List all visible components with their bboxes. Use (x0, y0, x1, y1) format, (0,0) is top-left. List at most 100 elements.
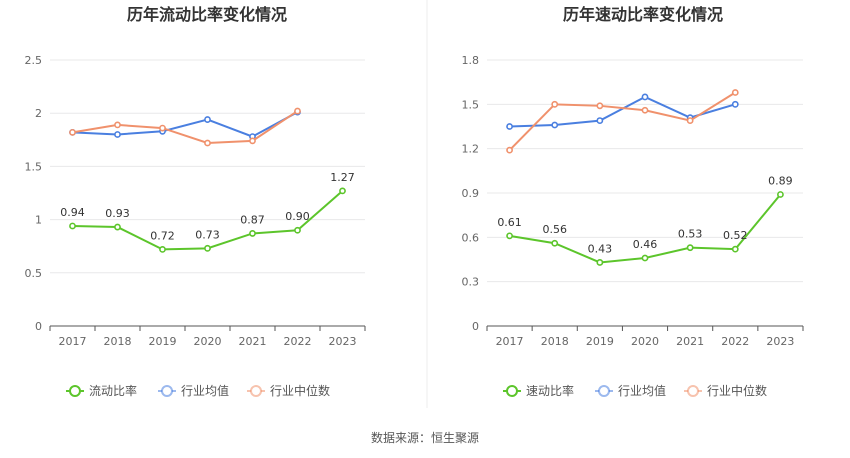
chart-2-legend-industry-average-marker (598, 385, 610, 397)
chart-2-company-point (731, 245, 739, 253)
chart-2-company-point (777, 191, 784, 198)
chart-1-industry-median-point (114, 121, 121, 129)
chart-2-company-point (551, 239, 559, 247)
chart-1-legend-industry-average[interactable]: 行业均值 (158, 383, 229, 398)
chart-1-x-tick-label: 2021 (239, 335, 267, 348)
chart-1-y-tick-label: 2 (35, 107, 42, 120)
chart-2-x-tick-label: 2019 (586, 335, 614, 348)
chart-1-legend-company-marker (69, 385, 81, 397)
chart-2-legend-industry-median-label: 行业中位数 (707, 383, 767, 398)
chart-1-y-tick-label: 0 (35, 320, 42, 333)
chart-1-industry-median-point (249, 137, 256, 145)
quick-ratio-chart: 历年速动比率变化情况 0 0.3 0.6 0.9 1.2 1.5 1.8 2017 2018 201… (462, 5, 804, 398)
chart-1-y-tick-label: 1 (35, 214, 42, 227)
chart-2-legend-industry-median[interactable]: 行业中位数 (684, 383, 767, 398)
chart-2-industry-median-point (551, 100, 559, 108)
chart-2-legend-industry-median-marker (687, 385, 699, 397)
chart-1-legend-industry-median[interactable]: 行业中位数 (247, 383, 330, 398)
chart-2-x-tick-label: 2018 (541, 335, 569, 348)
chart-2-industry-median-point (686, 117, 694, 124)
chart-2-company-data-label: 0.46 (633, 238, 658, 251)
chart-2-company-data-label: 0.52 (723, 229, 748, 242)
chart-2-industry-average-point (731, 100, 739, 108)
chart-1-company-data-label: 0.72 (150, 229, 175, 242)
chart-2-company-data-label: 0.43 (588, 242, 613, 255)
chart-1-company-data-label: 0.90 (285, 210, 310, 223)
chart-1-y-tick-label: 2.5 (25, 54, 43, 67)
chart-2-industry-average-point (641, 93, 649, 101)
chart-1-y-tick-label: 0.5 (25, 267, 43, 280)
chart-1-x-tick-label: 2019 (149, 335, 177, 348)
chart-2-y-tick-label: 1.5 (462, 98, 480, 111)
chart-2-industry-average-point (506, 123, 513, 130)
chart-1-legend-industry-median-marker (250, 385, 262, 397)
chart-1-legend-industry-median-label: 行业中位数 (270, 383, 330, 398)
chart-1-legend-company[interactable]: 流动比率 (66, 383, 137, 398)
chart-1-industry-median-point (204, 139, 211, 147)
chart-1-company-point (294, 226, 301, 234)
chart-2-industry-median-point (506, 146, 513, 154)
chart-2-y-tick-label: 0.9 (462, 187, 480, 200)
chart-2-company-data-label: 0.61 (497, 216, 522, 229)
chart-2-company-point (686, 244, 694, 252)
chart-2-industry-median-line (508, 91, 736, 151)
chart-1-company-data-label: 0.87 (240, 213, 265, 226)
chart-2-y-tick-label: 0 (472, 320, 479, 333)
chart-1-x-tick-label: 2020 (194, 335, 222, 348)
chart-1-company-point (69, 222, 76, 230)
chart-2-legend-industry-average-label: 行业均值 (618, 383, 666, 398)
data-source-note: 数据来源：恒生聚源 (371, 430, 479, 445)
chart-1-y-tick-label: 1.5 (25, 160, 43, 173)
chart-1-legend-company-label: 流动比率 (89, 383, 137, 398)
chart-1-company-point (159, 245, 166, 253)
chart-1-industry-average-point (204, 116, 211, 123)
chart-2-company-data-label: 0.89 (768, 174, 793, 187)
chart-1-company-point (204, 244, 211, 252)
chart-2-legend-company[interactable]: 速动比率 (503, 383, 574, 398)
chart-1-legend-industry-average-marker (161, 385, 173, 397)
chart-2-legend-industry-average[interactable]: 行业均值 (595, 383, 666, 398)
chart-1-industry-average-line (72, 111, 298, 138)
chart-1-industry-median-point (159, 124, 166, 132)
chart-2-company-data-label: 0.56 (542, 223, 567, 236)
chart-2-industry-average-point (596, 117, 604, 124)
chart-2-x-tick-label: 2020 (631, 335, 659, 348)
chart-1-x-tick-label: 2017 (59, 335, 87, 348)
chart-2-industry-average-point (551, 121, 559, 129)
chart-1-industry-median-point (294, 107, 301, 115)
chart-2-title: 历年速动比率变化情况 (563, 5, 723, 24)
chart-2-x-tick-label: 2022 (721, 335, 749, 348)
chart-2-industry-average-line (509, 95, 736, 128)
chart-2-y-tick-label: 0.6 (462, 231, 480, 244)
chart-2-company-point (506, 232, 513, 240)
chart-2-company-point (641, 254, 649, 262)
chart-2-company-point (596, 259, 604, 266)
chart-1-x-tick-label: 2023 (329, 335, 357, 348)
chart-1-company-data-label: 1.27 (330, 171, 355, 184)
chart-1-company-point (114, 223, 121, 231)
chart-1-x-tick-label: 2022 (284, 335, 312, 348)
chart-2-legend-company-marker (506, 385, 518, 397)
chart-2-legend-company-label: 速动比率 (526, 383, 574, 398)
chart-2-x-tick-label: 2021 (676, 335, 704, 348)
chart-2-x-tick-label: 2017 (496, 335, 524, 348)
chart-1-company-data-label: 0.93 (105, 207, 130, 220)
chart-1-company-data-label: 0.94 (60, 206, 85, 219)
chart-1-company-point (249, 230, 256, 237)
chart-1-company-data-label: 0.73 (195, 228, 220, 241)
chart-2-industry-median-point (596, 102, 604, 110)
chart-1-x-tick-label: 2018 (104, 335, 132, 348)
chart-2-industry-median-point (641, 106, 649, 114)
chart-1-legend-industry-average-label: 行业均值 (181, 383, 229, 398)
chart-1-title: 历年流动比率变化情况 (127, 5, 287, 24)
chart-2-y-tick-label: 1.2 (462, 143, 480, 156)
chart-2-y-tick-label: 0.3 (462, 276, 480, 289)
chart-1-company-point (339, 187, 346, 195)
current-ratio-chart: 历年流动比率变化情况 0 0.5 1 1.5 2 2.5 2017 2018 2019 2020 20… (25, 5, 366, 398)
chart-1-industry-median-point (69, 128, 76, 136)
chart-2-x-tick-label: 2023 (766, 335, 794, 348)
chart-2-y-tick-label: 1.8 (462, 54, 480, 67)
chart-1-industry-median-line (72, 110, 299, 144)
chart-2-company-data-label: 0.53 (678, 228, 703, 241)
